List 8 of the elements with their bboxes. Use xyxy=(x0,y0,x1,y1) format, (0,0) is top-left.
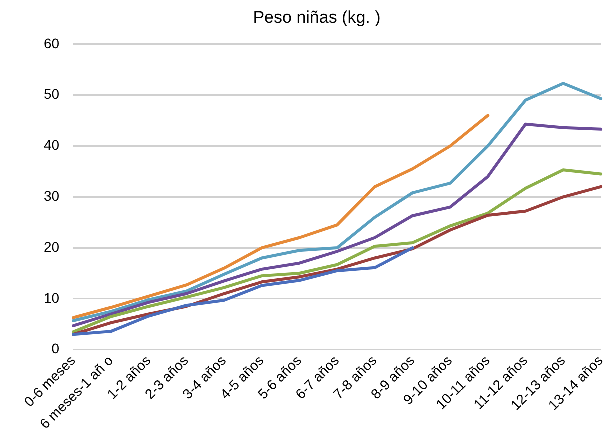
y-tick-label: 50 xyxy=(44,86,60,102)
y-tick-label: 40 xyxy=(44,137,60,154)
y-tick-label: 30 xyxy=(44,188,60,204)
y-tick-label: 20 xyxy=(44,238,60,255)
y-tick-label: 0 xyxy=(52,340,60,357)
y-tick-label: 60 xyxy=(44,35,60,52)
y-tick-label: 10 xyxy=(44,290,60,306)
chart-title: Peso niñas (kg. ) xyxy=(253,8,381,27)
